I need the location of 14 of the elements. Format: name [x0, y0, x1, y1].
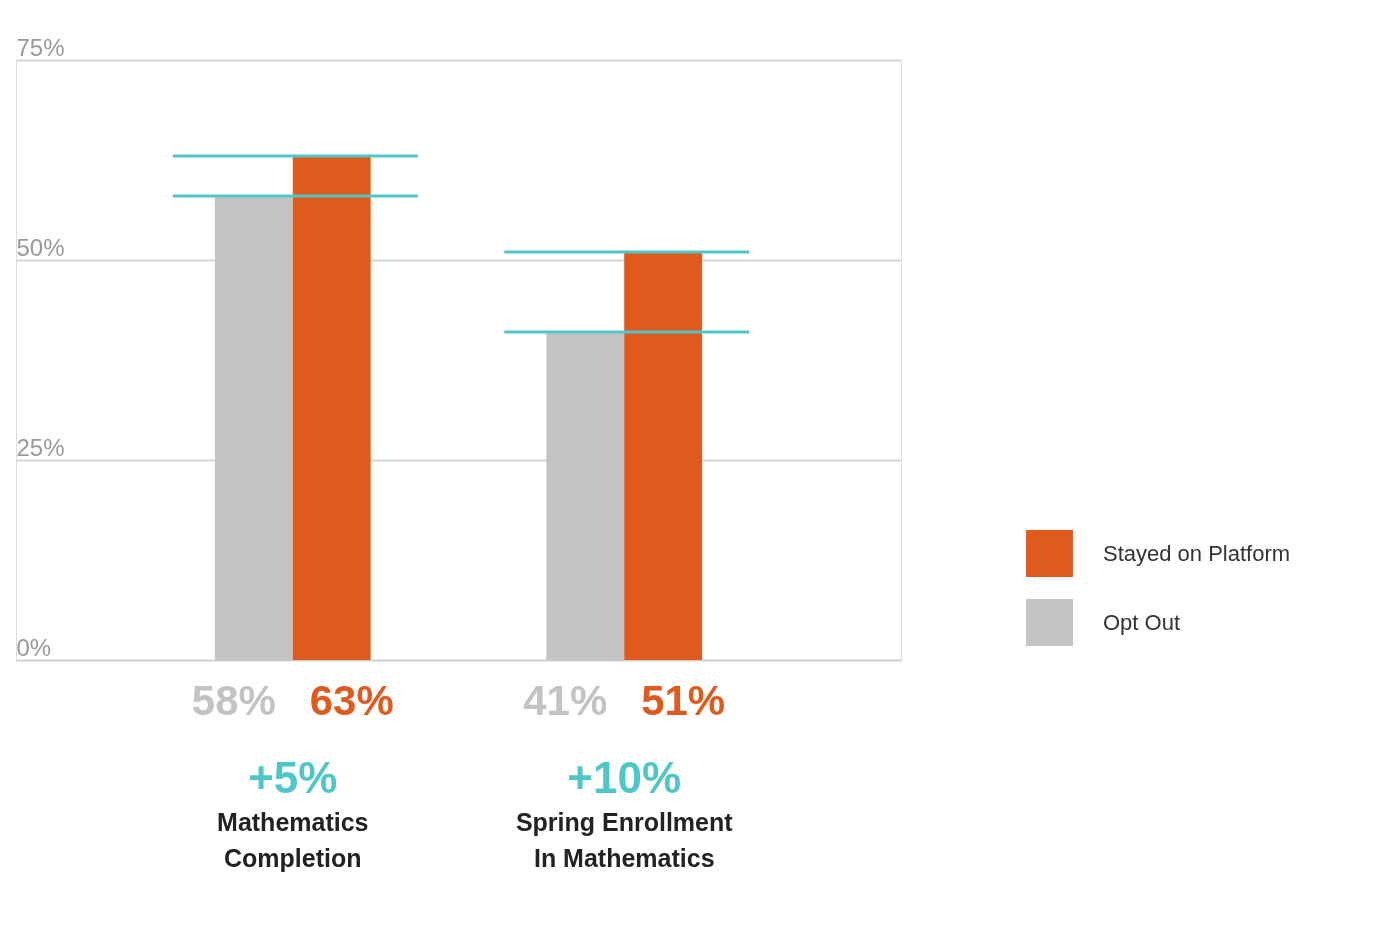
y-tick-label: 75% [16, 33, 65, 61]
text: 63% [309, 677, 394, 724]
y-tick-label: 50% [16, 233, 65, 261]
text: 51% [641, 677, 726, 724]
x-tick-label: Mathematics Completion [217, 807, 369, 872]
legend-label: Stayed on Platform [1103, 540, 1291, 566]
x-tick-label: Spring Enrollment In Mathematics [515, 807, 734, 872]
text: +10% [567, 753, 682, 802]
text: +5% [248, 753, 338, 802]
text: 41% [523, 677, 608, 724]
y-tick-label: 0% [16, 633, 52, 661]
text: 58% [191, 677, 276, 724]
legend-label: Opt Out [1103, 609, 1181, 635]
y-tick-label: 25% [16, 433, 65, 461]
